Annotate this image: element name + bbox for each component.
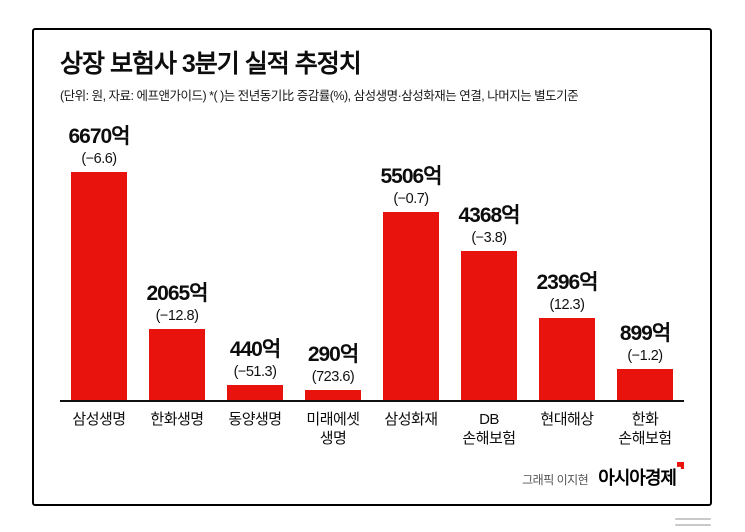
bar-column: 440억 (−51.3) — [216, 333, 294, 400]
infographic-card: 상장 보험사 3분기 실적 추정치 (단위: 원, 자료: 에프앤가이드) *(… — [32, 28, 712, 506]
bar-pct-label: (−6.6) — [81, 151, 117, 167]
category-label: 현대해상 — [540, 411, 594, 428]
bar-value-label: 5506억 — [380, 165, 442, 188]
bar-value-label: 290억 — [307, 343, 359, 366]
category-label: 삼성생명 — [72, 411, 126, 428]
category-label: 동양생명 — [228, 411, 282, 428]
page-title: 상장 보험사 3분기 실적 추정치 — [60, 50, 362, 78]
bar-pct-label: (723.6) — [311, 369, 355, 385]
bar-pct-label: (−12.8) — [155, 308, 199, 324]
bar-value-label: 2065억 — [146, 282, 208, 305]
category-label: 한화 손해보험 — [618, 411, 672, 447]
bar-column: 4368억 (−3.8) — [450, 199, 528, 400]
bar-pct-label: (−3.8) — [471, 230, 507, 246]
bar-column: 5506억 (−0.7) — [372, 160, 450, 400]
bar — [461, 251, 517, 400]
bar-column: 899억 (−1.2) — [606, 317, 684, 400]
bar-pct-label: (−0.7) — [393, 191, 429, 207]
category-label: 한화생명 — [150, 411, 204, 428]
bar-column: 2396억 (12.3) — [528, 266, 606, 400]
category-label: 삼성화재 — [384, 411, 438, 428]
category-label: 미래에셋 생명 — [306, 411, 360, 447]
chart-note: (단위: 원, 자료: 에프앤가이드) *( )는 전년동기比 증감률(%), … — [60, 89, 579, 103]
credit-text: 그래픽 이지현 — [522, 473, 589, 487]
bar-column: 290억 (723.6) — [294, 338, 372, 400]
brand-label: 아시아경제 — [598, 468, 677, 488]
footer: 그래픽 이지현 아시아경제 — [522, 462, 684, 490]
bar-pct-label: (−51.3) — [233, 364, 277, 380]
bar-pct-label: (−1.2) — [627, 348, 663, 364]
bar-column: 2065억 (−12.8) — [138, 277, 216, 400]
bar-value-label: 6670억 — [68, 125, 130, 148]
corner-lines-icon — [675, 514, 711, 526]
bar — [383, 212, 439, 400]
bar-value-label: 440억 — [229, 338, 281, 361]
bar-value-label: 899억 — [619, 322, 671, 345]
bar-value-label: 2396억 — [536, 271, 598, 294]
bar — [617, 369, 673, 400]
bar — [227, 385, 283, 400]
category-label: DB 손해보험 — [462, 411, 516, 447]
bar — [149, 329, 205, 400]
category-row: 삼성생명 한화생명 동양생명 미래에셋 생명 삼성화재 DB 손해보험 현대해상 한화 손해보… — [60, 410, 684, 448]
bar-value-label: 4368억 — [458, 204, 520, 227]
bar — [71, 172, 127, 400]
bar — [305, 390, 361, 400]
brand-mark-icon — [677, 462, 684, 469]
bar-pct-label: (12.3) — [549, 297, 585, 313]
bar-chart: 6670억 (−6.6) 2065억 (−12.8) 440억 (−51.3) 290억 (7… — [60, 108, 684, 402]
bar-column: 6670억 (−6.6) — [60, 120, 138, 400]
brand-logo: 아시아경제 — [598, 462, 684, 490]
bar — [539, 318, 595, 400]
